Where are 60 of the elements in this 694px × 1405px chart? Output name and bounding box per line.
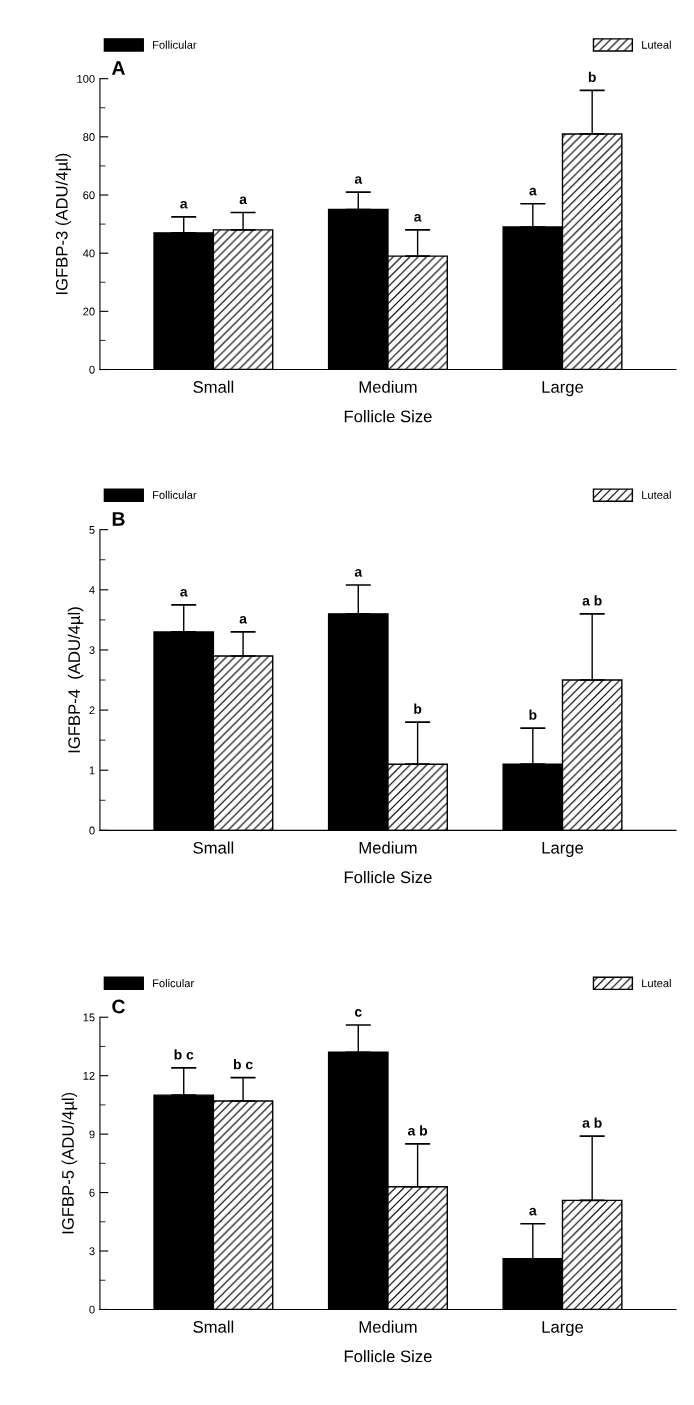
x-axis-title: Follicle Size xyxy=(344,410,432,423)
annotation: a xyxy=(354,176,363,184)
legend-label: Luteal xyxy=(642,490,671,499)
y-tick-label: 100 xyxy=(77,74,95,83)
annotation: b xyxy=(588,71,596,83)
annotation: b c xyxy=(174,1049,194,1060)
x-axis-title: Follicle Size xyxy=(344,1350,432,1363)
text: c xyxy=(354,1009,362,1017)
annotation: a xyxy=(180,200,188,209)
annotation: a xyxy=(239,196,248,205)
annotation: b c xyxy=(233,1059,253,1070)
legend-label: Folicular xyxy=(153,979,194,988)
y-tick-label: 0 xyxy=(89,1305,95,1314)
y-axis-title: IGFBP-4 (ADU/4µl) xyxy=(67,607,84,753)
text: A xyxy=(111,61,125,75)
annotation: a xyxy=(529,1207,537,1216)
annotation: a xyxy=(354,569,363,577)
annotation: a xyxy=(414,214,422,222)
y-axis-title: IGFBP-3 (ADU/4µl) xyxy=(55,153,71,295)
y-tick-label: 2 xyxy=(89,706,95,715)
annotation: a b xyxy=(582,595,602,606)
legend-label: Follicular xyxy=(153,40,197,49)
y-tick-label: 0 xyxy=(89,826,95,835)
x-tick-label: Medium xyxy=(359,380,417,393)
y-tick-label: 15 xyxy=(83,1013,95,1022)
x-tick-label: Large xyxy=(542,842,584,857)
y-tick-label: 0 xyxy=(89,365,95,374)
x-axis-title: Follicle Size xyxy=(344,870,432,884)
y-tick-label: 20 xyxy=(83,307,95,316)
annotation: b xyxy=(414,703,422,714)
legend-label: Luteal xyxy=(642,979,671,988)
y-tick-label: 9 xyxy=(89,1130,95,1139)
x-tick-label: Small xyxy=(193,380,234,393)
y-tick-label: 5 xyxy=(89,526,95,534)
annotation: a b xyxy=(408,1125,428,1136)
y-tick-label: 60 xyxy=(83,191,95,200)
annotation: b xyxy=(529,709,537,720)
text: B xyxy=(112,512,125,526)
annotation: a xyxy=(529,187,537,196)
legend-label: Follicular xyxy=(153,490,197,499)
text: C xyxy=(112,999,125,1014)
x-tick-label: Medium xyxy=(359,841,417,854)
x-tick-label: Small xyxy=(193,1320,234,1333)
x-tick-label: Medium xyxy=(359,1320,417,1333)
y-axis-title: IGFBP-5 (ADU/4µl) xyxy=(61,1092,78,1234)
y-tick-label: 4 xyxy=(89,586,95,594)
x-tick-label: Large xyxy=(542,1321,584,1337)
y-tick-label: 3 xyxy=(89,1247,95,1256)
x-tick-label: Small xyxy=(193,841,234,854)
y-tick-label: 40 xyxy=(82,249,95,258)
y-tick-label: 3 xyxy=(89,646,95,655)
y-tick-label: 1 xyxy=(89,766,95,775)
annotation: a xyxy=(180,588,188,597)
y-tick-label: 6 xyxy=(89,1188,95,1197)
annotation: a xyxy=(239,616,248,624)
annotation: a b xyxy=(582,1117,602,1128)
y-tick-label: 80 xyxy=(83,133,95,141)
x-tick-label: Large xyxy=(542,381,584,397)
legend-label: Luteal xyxy=(642,40,671,49)
y-tick-label: 12 xyxy=(83,1071,95,1080)
